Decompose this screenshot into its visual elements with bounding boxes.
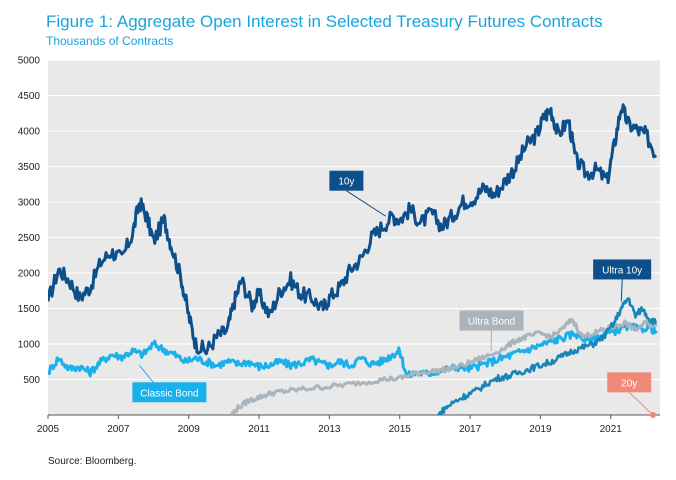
label-box <box>593 259 652 280</box>
series-label-classic-bond: Classic Bond <box>140 388 198 399</box>
y-tick-label: 3000 <box>18 198 41 209</box>
callout-line <box>346 190 386 217</box>
series-line-ultra-10y <box>437 297 657 415</box>
label-box <box>329 170 364 191</box>
x-tick-label: 2013 <box>318 424 341 435</box>
series-line-classic-bond <box>48 322 658 379</box>
label-box <box>607 372 652 393</box>
x-tick-label: 2015 <box>389 424 412 435</box>
y-tick-label: 2500 <box>18 233 41 244</box>
y-tick-label: 500 <box>23 375 40 386</box>
y-tick-label: 5000 <box>18 56 41 67</box>
y-tick-label: 4000 <box>18 127 41 138</box>
series-label-ultra-bond: Ultra Bond <box>468 317 515 328</box>
series-label-ultra-10y: Ultra 10y <box>602 265 642 276</box>
x-tick-label: 2009 <box>178 424 201 435</box>
y-tick-label: 4500 <box>18 91 41 102</box>
x-tick-label: 2005 <box>37 424 60 435</box>
callout-line <box>628 391 654 416</box>
y-tick-label: 1500 <box>18 304 41 315</box>
label-box <box>459 310 524 331</box>
series-line-10y <box>48 103 657 356</box>
y-tick-label: 2000 <box>18 269 41 280</box>
x-tick-label: 2007 <box>107 424 130 435</box>
series-label-20y: 20y <box>621 378 637 389</box>
x-tick-label: 2017 <box>459 424 482 435</box>
x-tick-label: 2019 <box>529 424 552 435</box>
label-box <box>132 382 207 403</box>
chart-title: Figure 1: Aggregate Open Interest in Sel… <box>46 12 603 31</box>
series-label-10y: 10y <box>338 177 354 188</box>
x-tick-label: 2021 <box>600 424 623 435</box>
x-tick-label: 2011 <box>248 424 270 435</box>
chart-subtitle: Thousands of Contracts <box>46 34 174 48</box>
source-note: Source: Bloomberg. <box>48 456 137 467</box>
callout-line <box>620 279 623 302</box>
series-line-ultra-bond <box>230 318 658 415</box>
y-tick-label: 3500 <box>18 162 41 173</box>
y-tick-label: 1000 <box>18 340 41 351</box>
